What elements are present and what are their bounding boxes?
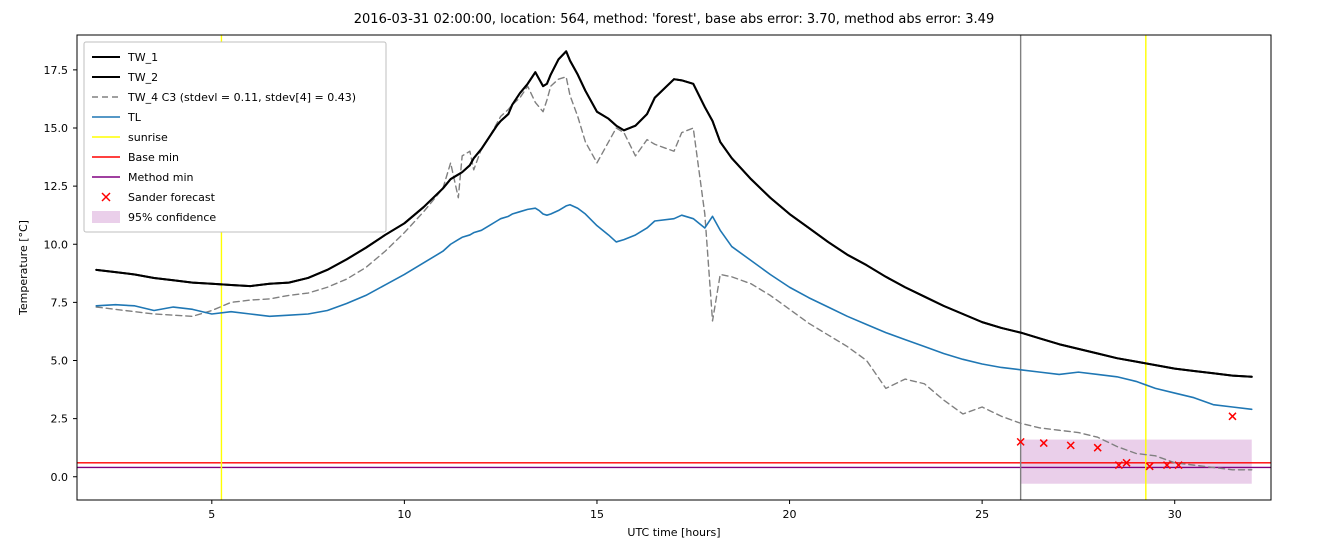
legend-label: 95% confidence xyxy=(128,211,216,224)
x-tick-label: 25 xyxy=(975,508,989,521)
x-tick-label: 30 xyxy=(1168,508,1182,521)
x-axis-label: UTC time [hours] xyxy=(627,526,720,539)
legend-swatch-patch xyxy=(92,211,120,223)
y-tick-label: 17.5 xyxy=(44,64,69,77)
legend-label: TW_2 xyxy=(127,71,158,84)
y-tick-label: 7.5 xyxy=(51,296,69,309)
legend-label: Method min xyxy=(128,171,194,184)
chart-container: 2016-03-31 02:00:00, location: 564, meth… xyxy=(0,0,1324,547)
legend-label: TW_4 C3 (stdevl = 0.11, stdev[4] = 0.43) xyxy=(127,91,356,104)
legend-label: TL xyxy=(127,111,142,124)
y-tick-label: 10.0 xyxy=(44,238,69,251)
legend: TW_1 TW_2 TW_4 C3 (stdevl = 0.11, stdev[4]… xyxy=(84,42,386,232)
y-tick-label: 0.0 xyxy=(51,471,69,484)
x-tick-label: 5 xyxy=(208,508,215,521)
y-tick-label: 2.5 xyxy=(51,413,69,426)
confidence-band xyxy=(1021,440,1252,484)
y-tick-label: 15.0 xyxy=(44,122,69,135)
y-tick-label: 12.5 xyxy=(44,180,69,193)
x-tick-label: 20 xyxy=(783,508,797,521)
y-axis-label: Temperature [°C] xyxy=(17,220,30,316)
legend-label: sunrise xyxy=(128,131,168,144)
y-tick-label: 5.0 xyxy=(51,355,69,368)
chart-title: 2016-03-31 02:00:00, location: 564, meth… xyxy=(354,12,994,27)
legend-label: Base min xyxy=(128,151,179,164)
x-tick-label: 10 xyxy=(397,508,411,521)
legend-label: Sander forecast xyxy=(128,191,216,204)
legend-label: TW_1 xyxy=(127,51,158,64)
x-tick-label: 15 xyxy=(590,508,604,521)
chart-svg: 2016-03-31 02:00:00, location: 564, meth… xyxy=(0,0,1324,547)
